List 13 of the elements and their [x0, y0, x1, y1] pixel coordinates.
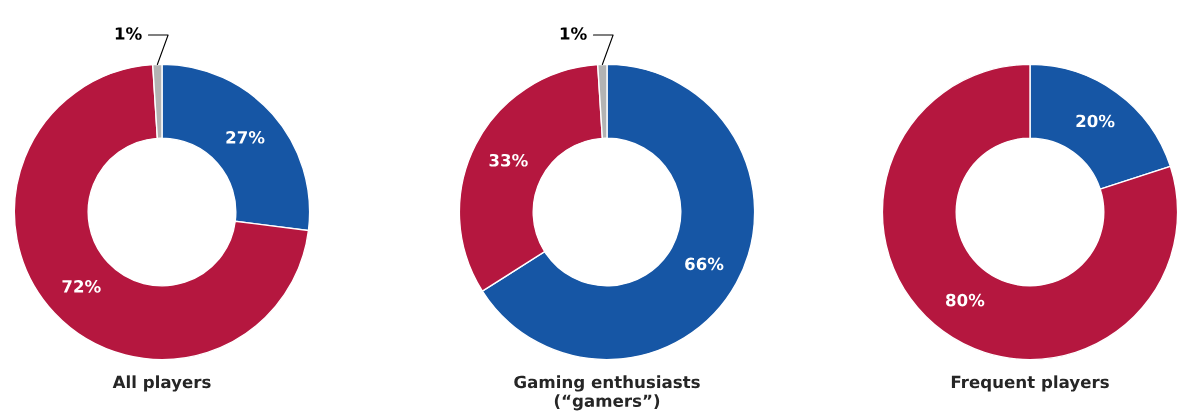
data-label: 20%	[1076, 114, 1115, 128]
data-label: 1%	[560, 27, 587, 40]
data-label: 66%	[685, 257, 724, 271]
donut-slice	[881, 63, 1179, 361]
donut-slice	[13, 63, 310, 361]
text: Gaming enthusiasts (“gamers”)	[514, 375, 700, 411]
text: All players	[112, 375, 211, 392]
data-label: 33%	[489, 153, 528, 167]
data-label: 72%	[62, 280, 101, 293]
data-label: 80%	[946, 293, 985, 307]
data-label: 1%	[115, 27, 142, 40]
data-label: 27%	[226, 131, 265, 144]
text: Frequent players	[951, 375, 1109, 392]
